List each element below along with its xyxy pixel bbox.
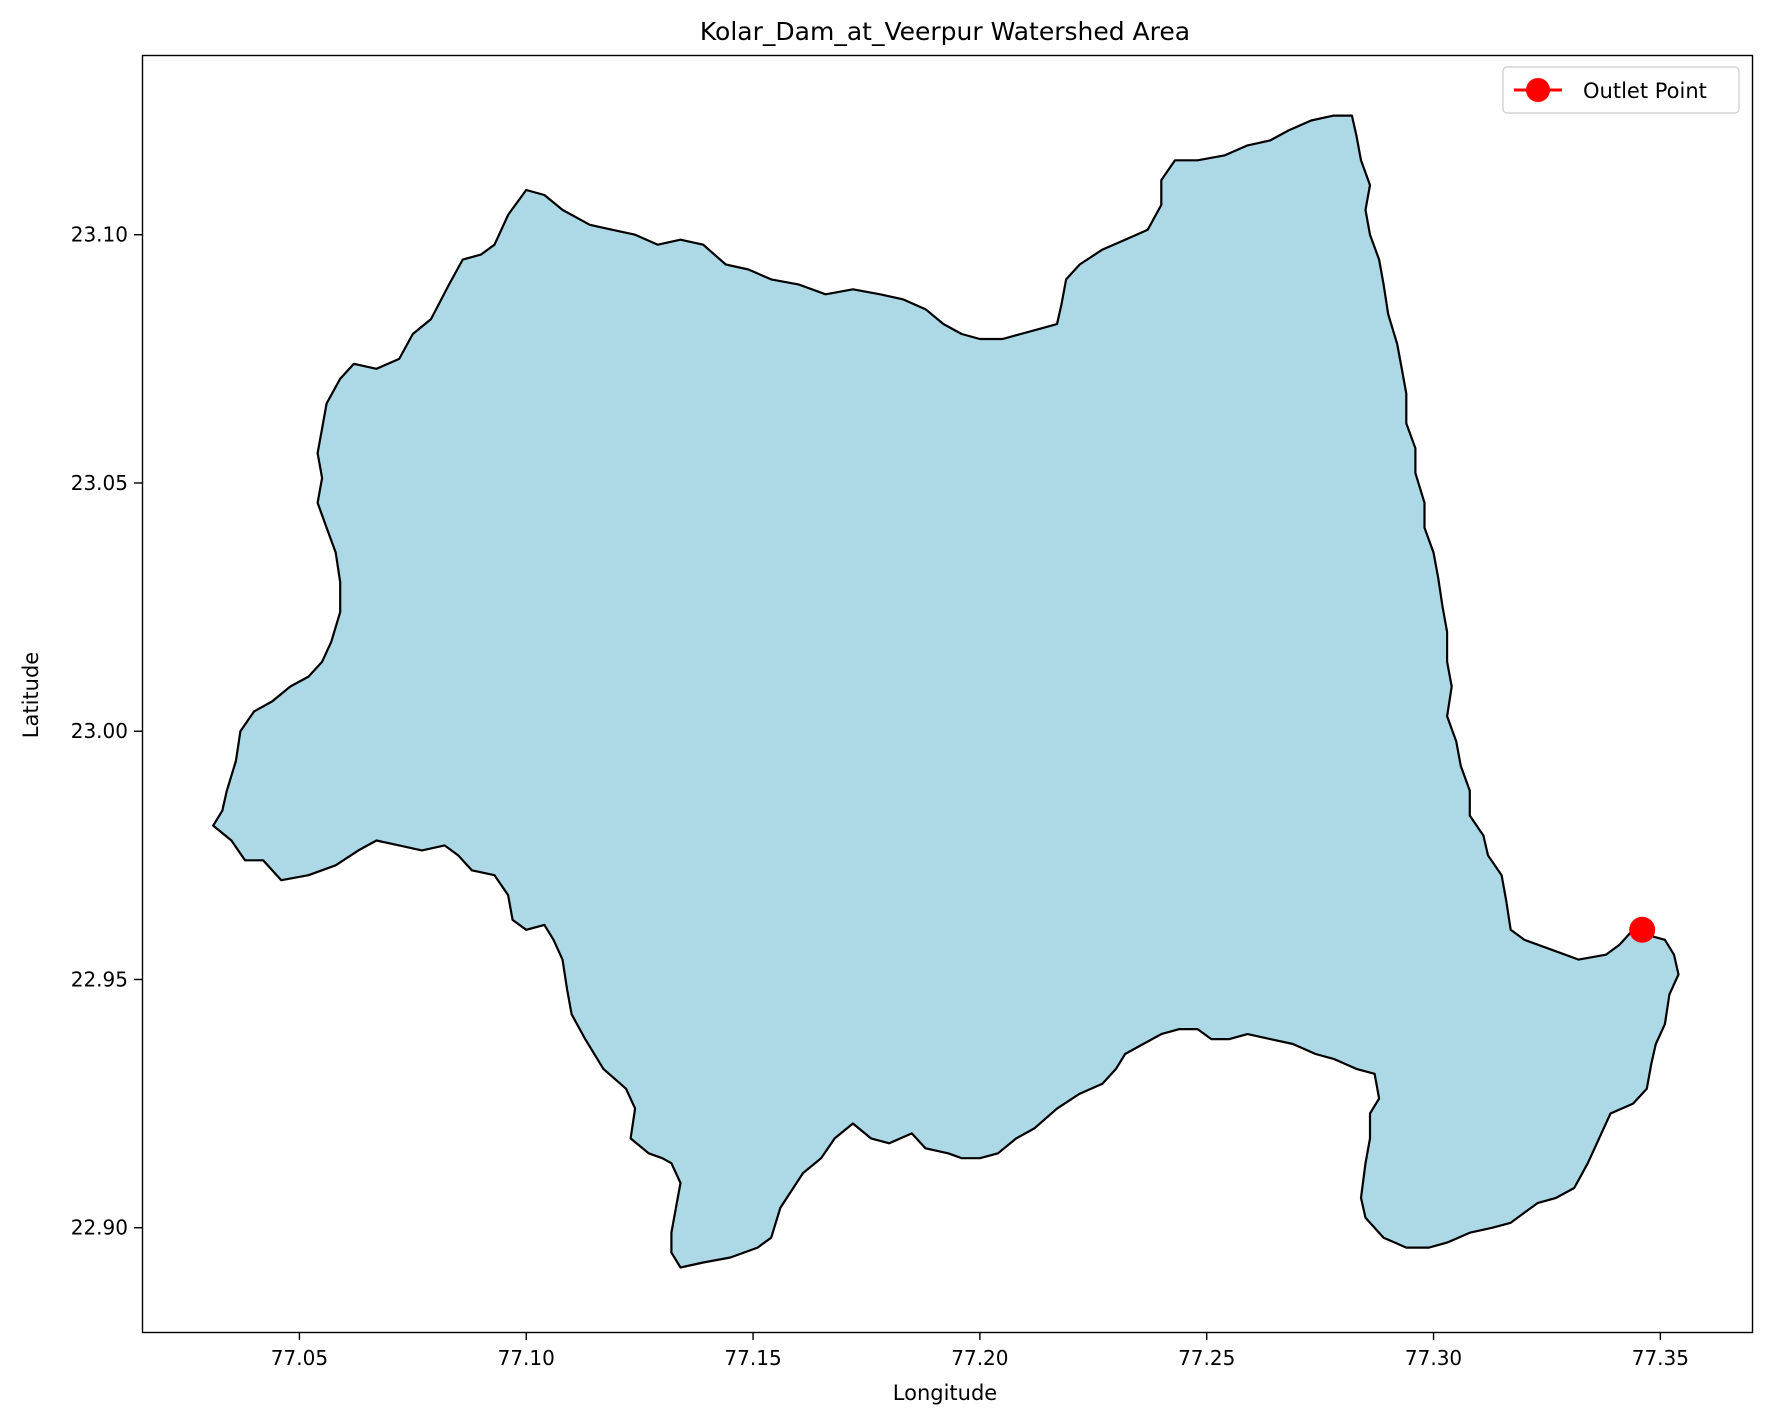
x-tick-label: 77.20 (951, 1346, 1008, 1370)
x-tick-label: 77.35 (1632, 1346, 1689, 1370)
x-axis-label: Longitude (893, 1381, 997, 1405)
y-axis: 22.90 22.95 23.00 23.05 23.10 (71, 223, 142, 1240)
y-tick-label: 23.00 (71, 719, 128, 743)
x-tick-label: 77.25 (1178, 1346, 1235, 1370)
x-tick-label: 77.05 (271, 1346, 328, 1370)
axes-frame (141, 54, 1754, 1334)
x-tick-label: 77.10 (498, 1346, 555, 1370)
legend-label-outlet: Outlet Point (1583, 79, 1707, 103)
outlet-point-marker[interactable] (1629, 916, 1656, 943)
y-tick-label: 23.05 (71, 471, 128, 495)
legend-marker-swatch (1526, 78, 1550, 102)
y-tick-label: 22.95 (71, 967, 128, 991)
x-axis: 77.05 77.10 77.15 77.20 77.25 77.30 77.35 (271, 1332, 1689, 1370)
plot-area (212, 114, 1680, 1269)
legend: Outlet Point (1502, 66, 1740, 114)
legend-box (1502, 66, 1740, 114)
watershed-polygon (212, 114, 1680, 1269)
chart-title: Kolar_Dam_at_Veerpur Watershed Area (700, 17, 1190, 46)
y-tick-label: 22.90 (71, 1216, 128, 1240)
y-axis-label: Latitude (19, 652, 43, 738)
x-tick-label: 77.30 (1405, 1346, 1462, 1370)
x-tick-label: 77.15 (724, 1346, 781, 1370)
y-tick-label: 23.10 (71, 223, 128, 247)
